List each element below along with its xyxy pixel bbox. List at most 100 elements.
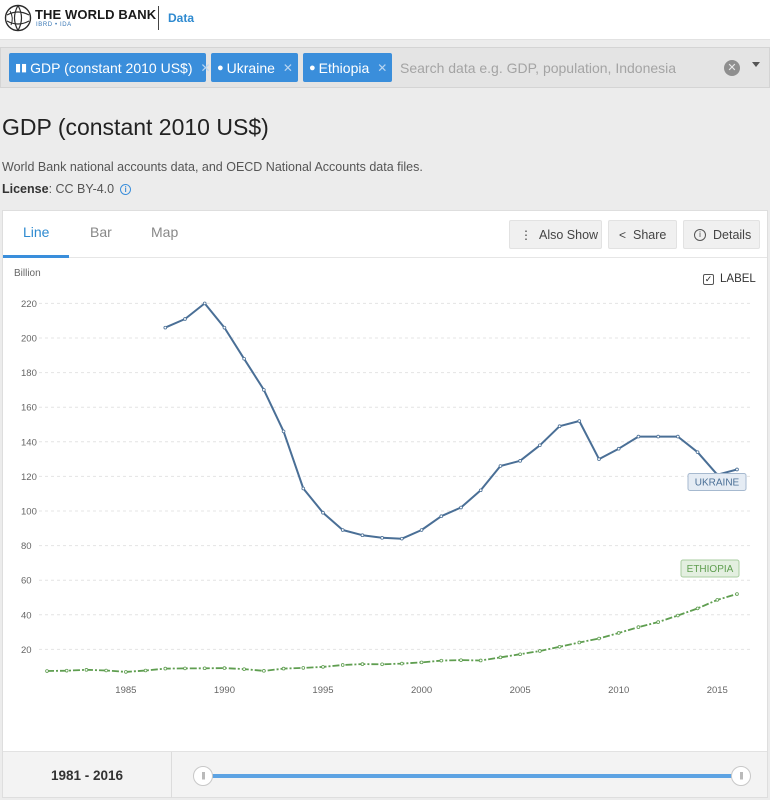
data-source: World Bank national accounts data, and O… xyxy=(2,160,423,174)
x-tick-label: 1990 xyxy=(214,685,235,696)
details-button[interactable]: i Details xyxy=(683,220,760,249)
chip-label: GDP (constant 2010 US$) xyxy=(30,59,193,76)
date-range-bar: 1981 - 2016 ||| ||| xyxy=(3,751,767,798)
y-axis-unit-label: Billion xyxy=(14,268,41,279)
data-point xyxy=(360,533,365,538)
data-point xyxy=(45,669,49,673)
data-point xyxy=(557,424,562,429)
data-point xyxy=(695,450,700,454)
range-slider-track[interactable] xyxy=(203,774,741,778)
license-value: : CC BY-4.0 xyxy=(48,182,115,196)
clear-search-icon[interactable]: ✕ xyxy=(724,60,740,76)
brand-name[interactable]: THE WORLD BANK xyxy=(35,7,157,22)
share-label: Share xyxy=(633,227,667,242)
x-tick-label: 2010 xyxy=(608,685,629,696)
x-tick-label: 1995 xyxy=(312,685,333,696)
data-point xyxy=(439,514,444,518)
data-point xyxy=(577,419,582,423)
share-icon: < xyxy=(619,227,627,242)
y-tick-label: 200 xyxy=(21,334,37,345)
search-input[interactable] xyxy=(393,53,703,82)
data-point xyxy=(656,620,660,624)
y-tick-label: 20 xyxy=(21,645,32,656)
range-start: 1981 xyxy=(50,768,81,783)
data-point xyxy=(242,667,246,671)
chip-country-ukraine[interactable]: ● Ukraine ✕ xyxy=(211,53,298,82)
tab-map[interactable]: Map xyxy=(151,224,179,240)
data-point xyxy=(400,536,404,541)
chip-label: Ethiopia xyxy=(318,59,370,76)
data-point xyxy=(538,649,542,653)
details-label: Details xyxy=(713,227,752,242)
data-point xyxy=(163,666,168,671)
info-circle-icon: i xyxy=(694,228,706,241)
tab-bar[interactable]: Bar xyxy=(90,224,112,240)
y-tick-label: 120 xyxy=(21,472,37,483)
page-title: GDP (constant 2010 US$) xyxy=(2,114,269,140)
data-point xyxy=(321,510,325,515)
chip-country-ethiopia[interactable]: ● Ethiopia ✕ xyxy=(303,53,392,82)
data-point xyxy=(735,592,739,596)
label-checkbox[interactable]: ✓ xyxy=(703,273,714,285)
data-point xyxy=(202,666,207,671)
chart-tabs: Line Bar Map ⋮ Also Show < Share i Detai… xyxy=(3,211,767,258)
data-point xyxy=(478,658,483,663)
y-tick-label: 180 xyxy=(21,368,37,379)
range-separator: - xyxy=(84,768,90,783)
header-divider xyxy=(158,6,159,30)
y-tick-label: 60 xyxy=(21,576,32,587)
data-point xyxy=(715,598,720,602)
data-point xyxy=(183,317,187,321)
map-pin-icon: ● xyxy=(309,61,316,74)
info-icon[interactable]: i xyxy=(120,184,132,195)
data-point xyxy=(104,668,108,673)
data-point xyxy=(439,658,444,663)
data-point xyxy=(183,666,187,671)
range-end-handle[interactable]: ||| xyxy=(731,766,751,786)
data-point xyxy=(498,464,503,468)
chevron-down-icon[interactable] xyxy=(752,62,760,67)
share-button[interactable]: < Share xyxy=(608,220,677,249)
data-point xyxy=(518,652,522,657)
chip-indicator-gdp[interactable]: ▮▮ GDP (constant 2010 US$) ✕ xyxy=(9,53,211,82)
data-point xyxy=(577,640,582,645)
date-range-text: 1981 - 2016 xyxy=(3,768,171,783)
data-point xyxy=(340,528,345,532)
data-point xyxy=(616,446,621,451)
data-point xyxy=(538,443,542,448)
data-point xyxy=(222,325,227,330)
data-point xyxy=(478,488,483,493)
y-tick-label: 160 xyxy=(21,403,37,414)
label-toggle[interactable]: ✓ LABEL xyxy=(703,273,756,285)
data-point xyxy=(636,625,641,629)
also-show-label: Also Show xyxy=(539,227,599,242)
remove-chip-icon[interactable]: ✕ xyxy=(377,60,388,75)
x-tick-label: 2005 xyxy=(510,685,531,696)
data-point xyxy=(597,636,601,641)
data-point xyxy=(459,658,463,662)
data-point xyxy=(676,434,680,439)
data-point xyxy=(222,666,227,670)
world-bank-globe-icon[interactable] xyxy=(4,4,32,32)
series-line-ethiopia xyxy=(46,593,738,673)
data-point xyxy=(557,645,562,649)
data-section-link[interactable]: Data xyxy=(168,11,195,25)
also-show-button[interactable]: ⋮ Also Show xyxy=(509,220,602,249)
remove-chip-icon[interactable]: ✕ xyxy=(200,60,211,75)
range-start-handle[interactable]: ||| xyxy=(193,766,213,786)
license-line: License: CC BY-4.0 i xyxy=(2,182,132,196)
series-line-ukraine xyxy=(164,302,738,540)
x-tick-label: 1985 xyxy=(115,685,136,696)
data-point xyxy=(380,536,384,540)
data-point xyxy=(202,301,207,306)
gdp-line-chart: 20 40 60 80 100 120 140 160 180 200 220 1985 1990 199… xyxy=(21,299,751,696)
map-pin-icon: ● xyxy=(217,61,224,74)
search-bar: ▮▮ GDP (constant 2010 US$) ✕ ● Ukraine ✕… xyxy=(0,47,770,88)
remove-chip-icon[interactable]: ✕ xyxy=(282,60,293,75)
range-end: 2016 xyxy=(93,768,124,783)
series-label-box xyxy=(680,559,740,578)
tab-line[interactable]: Line xyxy=(23,224,50,240)
data-point xyxy=(676,613,680,618)
data-point xyxy=(419,528,424,532)
data-point xyxy=(380,662,384,667)
